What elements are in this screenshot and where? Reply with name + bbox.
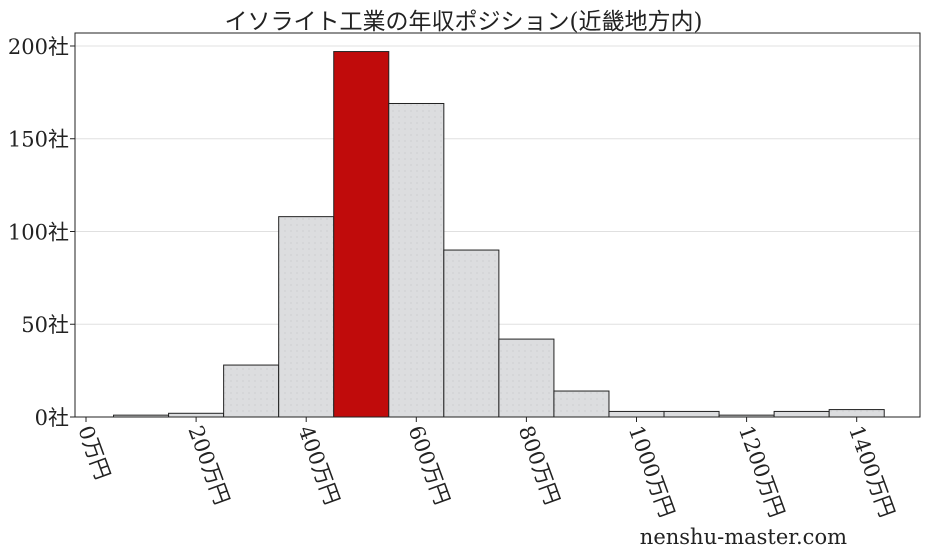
x-tick-label: 400万円: [294, 423, 345, 508]
y-tick-label: 200社: [8, 35, 69, 59]
histogram-bar: [828, 409, 885, 418]
histogram-bar: [278, 216, 335, 418]
plot-frame: [74, 32, 921, 418]
x-tick-label: 200万円: [183, 423, 234, 508]
y-tick-label: 100社: [8, 220, 69, 244]
x-tick-label: 1400万円: [844, 423, 899, 521]
histogram-bar: [773, 410, 830, 418]
histogram-bar: [663, 410, 720, 418]
histogram-bar: [388, 102, 445, 418]
histogram-bar-highlight: [333, 51, 390, 418]
x-tick-label: 800万円: [514, 423, 565, 508]
x-tick-label: 0万円: [73, 423, 114, 483]
chart-title: イソライト工業の年収ポジション(近畿地方内): [224, 9, 703, 35]
histogram-bar: [443, 249, 500, 418]
y-tick-label: 150社: [8, 128, 69, 152]
x-tick-label: 600万円: [404, 423, 455, 508]
y-tick-label: 50社: [21, 313, 69, 337]
histogram-bar: [168, 412, 225, 418]
x-tick-label: 1200万円: [734, 423, 789, 521]
histogram-bar: [498, 338, 555, 418]
histogram-bar: [608, 410, 665, 418]
y-tick-label: 0社: [35, 406, 69, 430]
histogram-bar: [223, 364, 280, 418]
histogram-bar: [553, 390, 610, 418]
x-tick-label: 1000万円: [624, 423, 679, 521]
watermark: nenshu-master.com: [639, 525, 847, 549]
